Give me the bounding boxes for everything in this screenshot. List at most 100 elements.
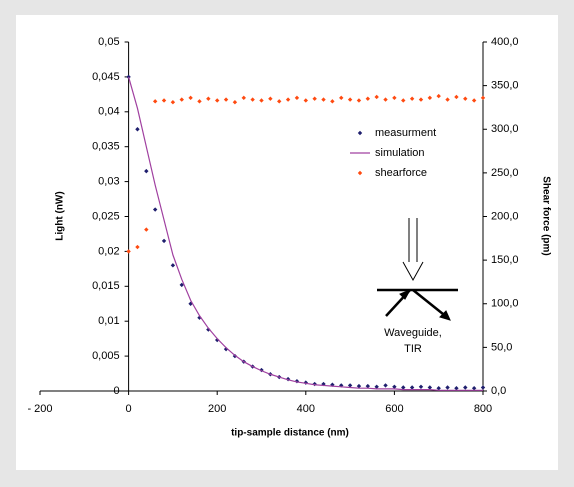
marker: [356, 98, 362, 103]
x-tick-label: 0: [126, 403, 132, 415]
marker: [126, 74, 131, 80]
marker: [232, 100, 238, 105]
y2-tick-label: 150,0: [491, 254, 519, 266]
legend-label: shearforce: [375, 167, 427, 179]
marker: [197, 99, 202, 104]
legend-marker: [357, 170, 363, 176]
marker: [409, 385, 415, 390]
x-tick-label: 400: [297, 403, 315, 415]
marker: [383, 383, 388, 388]
marker: [161, 98, 167, 103]
marker: [330, 99, 335, 104]
annotation: Waveguide,: [384, 327, 442, 339]
marker: [427, 385, 433, 390]
y2-tick-label: 400,0: [491, 36, 519, 48]
marker: [374, 94, 379, 100]
y-tick-label: 0,02: [98, 245, 119, 257]
marker: [392, 95, 397, 101]
marker: [454, 94, 459, 100]
marker: [294, 95, 300, 101]
x-tick-label: 200: [208, 403, 226, 415]
marker: [427, 95, 433, 101]
x-tick-label: - 200: [27, 403, 52, 415]
marker: [285, 97, 291, 102]
y2-tick-label: 350,0: [491, 80, 519, 92]
marker: [250, 97, 255, 102]
y2-tick-label: 200,0: [491, 210, 519, 222]
marker: [347, 383, 353, 388]
y-tick-label: 0,045: [92, 71, 120, 83]
marker: [374, 384, 379, 390]
marker: [463, 385, 468, 390]
legend-label: simulation: [375, 147, 425, 159]
marker: [463, 96, 468, 101]
marker: [445, 385, 450, 390]
y-axis-title: Light (nW): [55, 191, 66, 240]
marker: [152, 207, 158, 212]
marker: [401, 385, 406, 390]
marker: [436, 93, 441, 99]
y-tick-label: 0,015: [92, 280, 120, 292]
marker: [480, 95, 486, 101]
marker: [135, 127, 140, 132]
marker: [383, 97, 388, 102]
legend-marker: [357, 130, 363, 136]
marker: [188, 95, 193, 101]
marker: [401, 98, 406, 103]
y2-tick-label: 300,0: [491, 123, 519, 135]
marker: [409, 96, 415, 101]
line: [128, 76, 483, 391]
marker: [365, 383, 371, 389]
marker: [480, 385, 486, 390]
marker: [170, 263, 176, 268]
y2-tick-label: 100,0: [491, 298, 519, 310]
y-tick-label: 0: [113, 385, 119, 397]
marker: [471, 98, 477, 103]
marker: [418, 97, 424, 102]
waveguide-sketch: [377, 218, 458, 321]
marker: [215, 98, 220, 103]
marker: [259, 98, 264, 103]
y2-axis-title: Shear force (pm): [540, 176, 551, 255]
marker: [241, 95, 246, 101]
marker: [445, 97, 450, 102]
x-tick-label: 600: [385, 403, 403, 415]
marker: [152, 99, 158, 104]
y-tick-label: 0,03: [98, 176, 119, 188]
marker: [179, 282, 184, 288]
y-tick-label: 0,05: [98, 36, 119, 48]
y-tick-label: 0,01: [98, 315, 119, 327]
marker: [365, 96, 371, 101]
y-tick-label: 0,025: [92, 210, 120, 222]
marker: [268, 96, 273, 101]
marker: [454, 386, 459, 391]
marker: [312, 96, 317, 101]
y-tick-label: 0,035: [92, 141, 120, 153]
marker: [339, 95, 344, 101]
marker: [303, 98, 308, 103]
y2-tick-label: 50,0: [491, 341, 512, 353]
marker: [321, 97, 326, 102]
x-tick-label: 800: [474, 403, 492, 415]
marker: [347, 97, 353, 102]
marker: [418, 384, 424, 390]
marker: [161, 238, 167, 244]
marker: [206, 327, 211, 332]
marker: [392, 384, 397, 390]
annotation: TIR: [404, 343, 422, 355]
y2-tick-label: 0,0: [491, 385, 506, 397]
marker: [144, 227, 149, 232]
legend-label: measurment: [375, 127, 436, 139]
y2-tick-label: 250,0: [491, 167, 519, 179]
x-axis-title: tip-sample distance (nm): [231, 428, 349, 439]
marker: [223, 97, 229, 102]
marker: [206, 96, 211, 101]
y-tick-label: 0,005: [92, 350, 120, 362]
panel: [16, 15, 558, 470]
marker: [126, 249, 131, 254]
marker: [436, 386, 441, 391]
marker: [471, 386, 477, 391]
marker: [356, 383, 362, 389]
marker: [179, 97, 184, 102]
